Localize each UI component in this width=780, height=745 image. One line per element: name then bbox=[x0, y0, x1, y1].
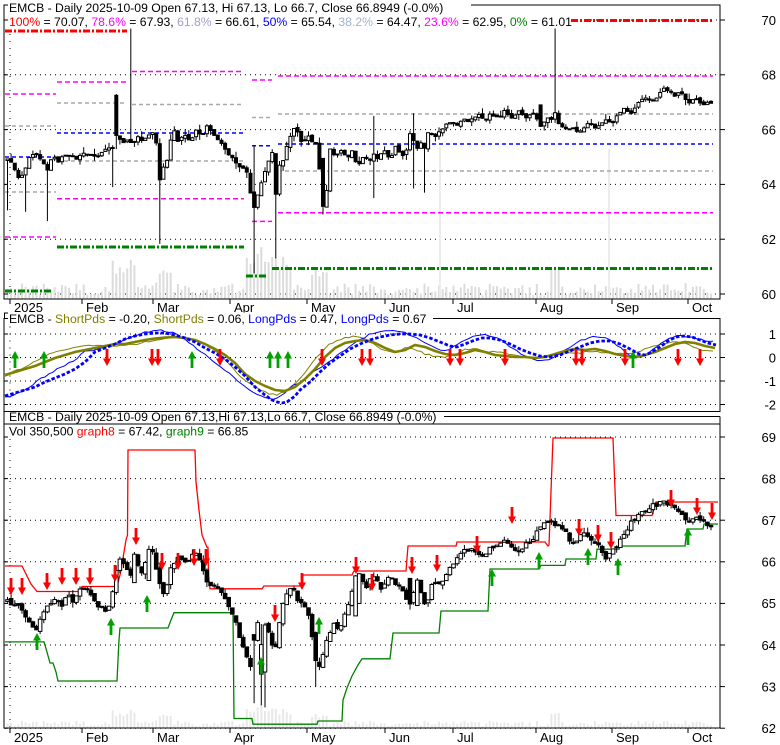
svg-text:Aug: Aug bbox=[540, 300, 563, 315]
svg-text:1: 1 bbox=[769, 327, 776, 342]
svg-text:65: 65 bbox=[762, 596, 776, 611]
svg-text:100% = 70.07, 78.6% = 67.93, 6: 100% = 70.07, 78.6% = 67.93, 61.8% = 66.… bbox=[9, 15, 572, 29]
svg-text:67: 67 bbox=[762, 513, 776, 528]
svg-text:2025: 2025 bbox=[14, 730, 43, 745]
svg-text:60: 60 bbox=[762, 287, 776, 302]
svg-text:68: 68 bbox=[762, 471, 776, 486]
svg-text:EMCB - ShortPds = -0.20, Short: EMCB - ShortPds = -0.20, ShortPds = 0.06… bbox=[9, 312, 427, 326]
svg-text:Mar: Mar bbox=[157, 300, 180, 315]
svg-text:68: 68 bbox=[762, 68, 776, 83]
svg-text:Aug: Aug bbox=[540, 730, 563, 745]
svg-text:Oct: Oct bbox=[692, 300, 713, 315]
svg-text:63: 63 bbox=[762, 679, 776, 694]
svg-text:Jul: Jul bbox=[457, 300, 474, 315]
svg-text:0: 0 bbox=[769, 350, 776, 365]
svg-text:Jul: Jul bbox=[457, 730, 474, 745]
svg-text:Sep: Sep bbox=[616, 300, 639, 315]
svg-text:Feb: Feb bbox=[86, 730, 108, 745]
svg-text:66: 66 bbox=[762, 122, 776, 137]
svg-text:Feb: Feb bbox=[86, 300, 108, 315]
svg-text:Oct: Oct bbox=[692, 730, 713, 745]
svg-text:EMCB - Daily 2025-10-09 Open 6: EMCB - Daily 2025-10-09 Open 67.13, Hi 6… bbox=[9, 1, 443, 15]
svg-text:69: 69 bbox=[762, 430, 776, 445]
svg-text:64: 64 bbox=[762, 177, 776, 192]
svg-text:EMCB - Daily 2025-10-09 Open 6: EMCB - Daily 2025-10-09 Open 67.13,Hi 67… bbox=[9, 410, 437, 424]
svg-text:Jun: Jun bbox=[389, 730, 410, 745]
svg-text:2025: 2025 bbox=[14, 300, 43, 315]
svg-text:Apr: Apr bbox=[234, 730, 255, 745]
svg-text:64: 64 bbox=[762, 638, 776, 653]
svg-text:May: May bbox=[311, 300, 336, 315]
svg-text:Vol 350,500 graph8 = 67.42, gr: Vol 350,500 graph8 = 67.42, graph9 = 66.… bbox=[9, 425, 248, 439]
svg-text:May: May bbox=[311, 730, 336, 745]
svg-text:66: 66 bbox=[762, 555, 776, 570]
svg-text:70: 70 bbox=[762, 13, 776, 28]
svg-text:Jun: Jun bbox=[389, 300, 410, 315]
svg-text:62: 62 bbox=[762, 232, 776, 247]
svg-text:-1: -1 bbox=[764, 374, 776, 389]
svg-text:Apr: Apr bbox=[234, 300, 255, 315]
svg-text:-2: -2 bbox=[764, 397, 776, 412]
svg-text:Mar: Mar bbox=[157, 730, 180, 745]
svg-text:Sep: Sep bbox=[616, 730, 639, 745]
svg-text:62: 62 bbox=[762, 721, 776, 736]
